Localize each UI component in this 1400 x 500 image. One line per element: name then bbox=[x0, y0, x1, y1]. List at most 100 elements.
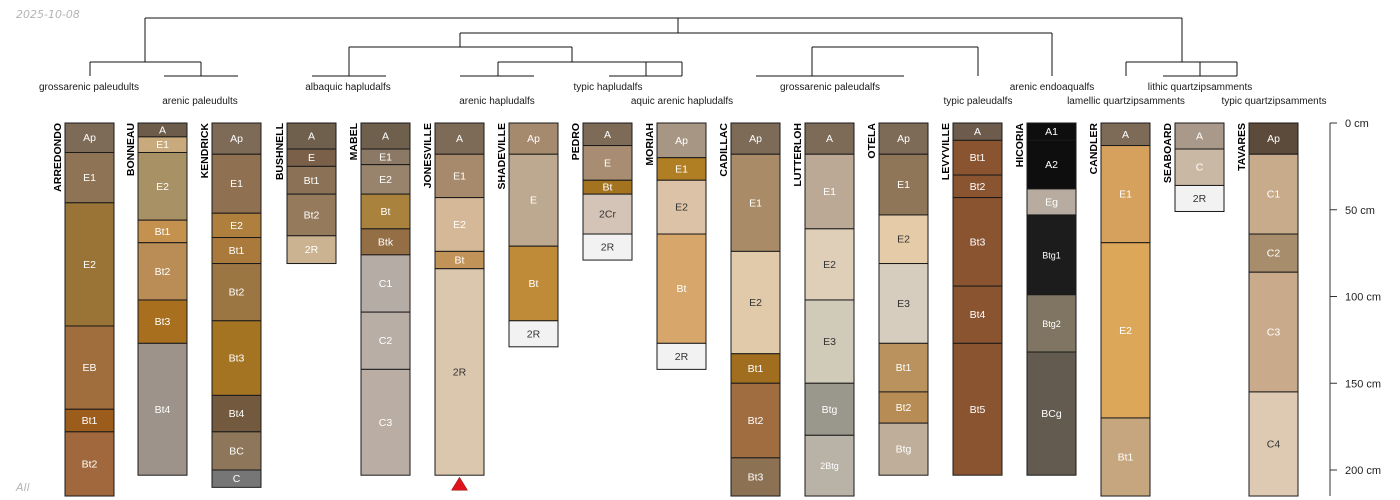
horizon-rect bbox=[360, 311, 411, 370]
horizon-label: E2 bbox=[823, 259, 836, 271]
horizon-label: Bt1 bbox=[896, 362, 912, 374]
horizon-rect bbox=[64, 202, 115, 327]
horizon-label: E2 bbox=[897, 234, 910, 246]
horizon-label: 2R bbox=[675, 351, 689, 363]
horizon-label: Ap bbox=[230, 133, 243, 145]
horizon-label: E1 bbox=[230, 178, 243, 190]
horizon-rect bbox=[137, 299, 188, 344]
horizon-rect bbox=[582, 145, 633, 181]
horizon-rect bbox=[434, 268, 485, 476]
horizon-label: Bt1 bbox=[304, 175, 320, 187]
taxon-label: arenic hapludalfs bbox=[459, 96, 535, 107]
horizon-rect bbox=[1248, 122, 1299, 155]
horizon-rect bbox=[1026, 188, 1077, 216]
horizon-label: Bt bbox=[603, 182, 613, 194]
profile-label: MORIAH bbox=[644, 123, 656, 166]
horizon-label: E2 bbox=[675, 202, 688, 214]
horizon-rect bbox=[1026, 351, 1077, 476]
horizon-label: Btg1 bbox=[1042, 250, 1061, 260]
dendrogram bbox=[89, 17, 1238, 77]
soil-profiles: ARREDONDO Ap E1 E2 EB Bt1 Bt2 BONNEAU A E1 E2 Bt1 Bt… bbox=[52, 122, 1299, 497]
horizon-label: Bt1 bbox=[1118, 451, 1134, 463]
horizon-rect bbox=[508, 122, 559, 155]
profile-otela: OTELA Ap E1 E2 E3 Bt1 Bt2 Btg bbox=[866, 122, 929, 476]
horizon-label: Bt3 bbox=[229, 353, 245, 365]
profile-arredondo: ARREDONDO Ap E1 E2 EB Bt1 Bt2 bbox=[52, 122, 115, 497]
horizon-label: 2Btg bbox=[820, 461, 839, 471]
horizon-label: A bbox=[974, 126, 981, 138]
horizon-label: 2R bbox=[1193, 193, 1207, 205]
horizon-label: E1 bbox=[897, 179, 910, 191]
horizon-label: C bbox=[1196, 162, 1204, 174]
horizon-label: Btg2 bbox=[1042, 319, 1061, 329]
horizon-label: A bbox=[456, 133, 463, 145]
horizon-label: E2 bbox=[156, 181, 169, 193]
taxon-label: albaquic hapludalfs bbox=[305, 82, 391, 93]
horizon-label: Bt3 bbox=[155, 316, 171, 328]
horizon-rect bbox=[878, 342, 929, 393]
horizon-label: E1 bbox=[1119, 189, 1132, 201]
horizon-label: E bbox=[604, 157, 611, 169]
horizon-rect bbox=[1174, 148, 1225, 186]
taxon-label: grossarenic paleudalfs bbox=[780, 82, 880, 93]
horizon-label: C3 bbox=[1267, 327, 1281, 339]
horizon-rect bbox=[730, 153, 781, 252]
profile-label: BUSHNELL bbox=[274, 122, 286, 180]
profile-mabel: MABEL A E1 E2 Bt Btk C1 C2 C3 bbox=[348, 122, 411, 476]
horizon-label: Bt4 bbox=[229, 408, 245, 420]
horizon-label: Ap bbox=[1267, 133, 1280, 145]
horizon-rect bbox=[878, 153, 929, 216]
horizon-rect bbox=[1248, 233, 1299, 273]
horizon-rect bbox=[1248, 153, 1299, 235]
horizon-label: Bt bbox=[677, 283, 687, 295]
horizon-rect bbox=[508, 153, 559, 247]
horizon-label: E1 bbox=[749, 197, 762, 209]
horizon-label: E1 bbox=[675, 163, 688, 175]
horizon-label: 2R bbox=[453, 366, 467, 378]
horizon-label: E3 bbox=[823, 336, 836, 348]
taxon-label: grossarenic paleudults bbox=[39, 82, 139, 93]
horizon-label: A bbox=[826, 133, 833, 145]
horizon-rect bbox=[730, 122, 781, 155]
horizon-label: A bbox=[308, 131, 315, 143]
profile-seaboard: SEABOARD A C 2R bbox=[1162, 122, 1225, 212]
horizon-rect bbox=[286, 122, 337, 150]
depth-tick-label: 200 cm bbox=[1345, 465, 1381, 477]
horizon-label: Btg bbox=[822, 404, 838, 416]
profile-shadeville: SHADEVILLE Ap E Bt 2R bbox=[496, 122, 559, 348]
horizon-rect bbox=[286, 235, 337, 265]
horizon-rect bbox=[360, 122, 411, 150]
profile-candler: CANDLER A E1 E2 Bt1 bbox=[1088, 122, 1151, 497]
horizon-label: E bbox=[308, 152, 315, 164]
horizon-label: C1 bbox=[1267, 189, 1281, 201]
profile-moriah: MORIAH Ap E1 E2 Bt 2R bbox=[644, 122, 707, 370]
horizon-label: Bt2 bbox=[304, 209, 320, 221]
horizon-label: Bt2 bbox=[82, 458, 98, 470]
depth-tick-label: 100 cm bbox=[1345, 292, 1381, 304]
horizon-label: EB bbox=[82, 362, 96, 374]
taxon-label: arenic paleudults bbox=[162, 96, 238, 107]
taxon-label: lithic quartzipsamments bbox=[1148, 82, 1252, 93]
horizon-rect bbox=[137, 242, 188, 301]
horizon-rect bbox=[730, 353, 781, 384]
horizon-label: BCg bbox=[1041, 408, 1062, 420]
horizon-rect bbox=[360, 164, 411, 195]
horizon-rect bbox=[656, 122, 707, 159]
horizon-label: E bbox=[530, 195, 537, 207]
horizon-label: 2Cr bbox=[599, 209, 616, 221]
horizon-rect bbox=[730, 457, 781, 497]
profile-label: PEDRO bbox=[570, 123, 582, 160]
horizon-rect bbox=[878, 422, 929, 476]
profile-jonesville: JONESVILLE A E1 E2 Bt 2R bbox=[422, 122, 485, 491]
horizon-label: C bbox=[233, 473, 241, 485]
horizon-label: 2R bbox=[527, 328, 541, 340]
horizon-label: C3 bbox=[379, 417, 393, 429]
horizon-rect bbox=[211, 431, 262, 471]
horizon-label: Btg bbox=[896, 444, 912, 456]
horizon-label: E2 bbox=[453, 219, 466, 231]
horizon-rect bbox=[952, 342, 1003, 476]
horizon-rect bbox=[952, 285, 1003, 344]
horizon-label: Ap bbox=[749, 133, 762, 145]
profile-label: TAVARES bbox=[1236, 123, 1248, 171]
